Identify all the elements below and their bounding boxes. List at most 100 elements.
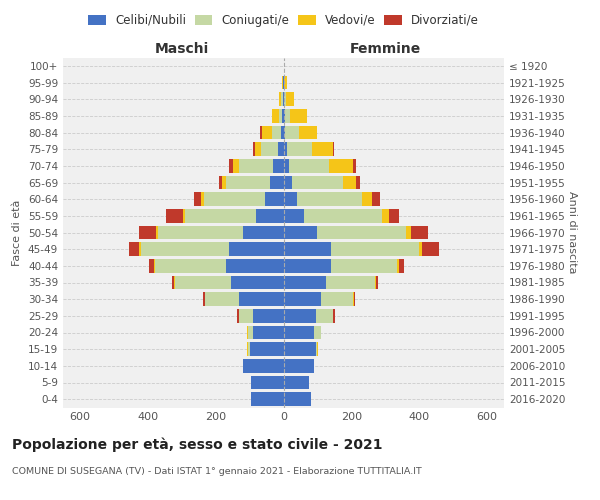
- Bar: [154, 259, 155, 272]
- Bar: [278, 142, 284, 156]
- Bar: [284, 176, 292, 190]
- Bar: [226, 259, 284, 272]
- Bar: [317, 226, 406, 239]
- Bar: [141, 242, 229, 256]
- Bar: [248, 326, 253, 340]
- Bar: [247, 342, 248, 356]
- Bar: [316, 342, 317, 356]
- Bar: [326, 276, 375, 289]
- Bar: [316, 309, 332, 322]
- Bar: [284, 392, 311, 406]
- Bar: [285, 126, 299, 140]
- Bar: [399, 259, 404, 272]
- Bar: [270, 176, 284, 190]
- Bar: [251, 392, 284, 406]
- Bar: [229, 242, 284, 256]
- Bar: [274, 159, 284, 172]
- Bar: [284, 276, 326, 289]
- Bar: [375, 276, 376, 289]
- Bar: [284, 109, 285, 122]
- Legend: Celibi/Nubili, Coniugati/e, Vedovi/e, Divorziati/e: Celibi/Nubili, Coniugati/e, Vedovi/e, Di…: [83, 9, 484, 32]
- Bar: [362, 192, 372, 206]
- Bar: [282, 109, 284, 122]
- Bar: [201, 192, 204, 206]
- Bar: [397, 259, 399, 272]
- Bar: [253, 142, 254, 156]
- Bar: [129, 242, 139, 256]
- Bar: [203, 292, 205, 306]
- Bar: [260, 126, 262, 140]
- Bar: [233, 159, 239, 172]
- Bar: [321, 326, 322, 340]
- Bar: [331, 242, 419, 256]
- Bar: [174, 276, 175, 289]
- Bar: [239, 309, 253, 322]
- Bar: [331, 259, 397, 272]
- Y-axis label: Anni di nascita: Anni di nascita: [567, 191, 577, 274]
- Bar: [205, 292, 239, 306]
- Bar: [285, 109, 290, 122]
- Bar: [251, 376, 284, 390]
- Bar: [253, 326, 284, 340]
- Bar: [372, 192, 380, 206]
- Bar: [253, 309, 284, 322]
- Bar: [281, 126, 284, 140]
- Bar: [286, 92, 295, 106]
- Bar: [422, 242, 439, 256]
- Bar: [256, 209, 284, 222]
- Bar: [287, 142, 313, 156]
- Bar: [284, 242, 331, 256]
- Bar: [343, 176, 356, 190]
- Bar: [332, 142, 334, 156]
- Bar: [226, 176, 270, 190]
- Bar: [284, 76, 287, 90]
- Bar: [284, 209, 304, 222]
- Bar: [155, 259, 226, 272]
- Bar: [329, 159, 353, 172]
- Bar: [299, 126, 317, 140]
- Bar: [334, 309, 335, 322]
- Bar: [314, 326, 321, 340]
- Bar: [321, 292, 353, 306]
- Bar: [254, 142, 262, 156]
- Bar: [284, 259, 331, 272]
- Bar: [284, 326, 314, 340]
- Bar: [283, 92, 284, 106]
- Bar: [382, 209, 389, 222]
- Bar: [279, 109, 282, 122]
- Bar: [156, 226, 158, 239]
- Bar: [158, 226, 243, 239]
- Text: Femmine: Femmine: [350, 42, 421, 56]
- Bar: [184, 209, 185, 222]
- Bar: [284, 126, 285, 140]
- Text: COMUNE DI SUSEGANA (TV) - Dati ISTAT 1° gennaio 2021 - Elaborazione TUTTITALIA.I: COMUNE DI SUSEGANA (TV) - Dati ISTAT 1° …: [12, 468, 422, 476]
- Bar: [284, 92, 286, 106]
- Bar: [317, 342, 318, 356]
- Bar: [262, 142, 278, 156]
- Bar: [185, 209, 256, 222]
- Bar: [289, 159, 329, 172]
- Bar: [239, 292, 284, 306]
- Bar: [272, 126, 281, 140]
- Bar: [149, 259, 154, 272]
- Bar: [243, 359, 284, 372]
- Bar: [172, 276, 174, 289]
- Bar: [175, 276, 231, 289]
- Bar: [272, 109, 279, 122]
- Bar: [376, 276, 379, 289]
- Bar: [419, 242, 422, 256]
- Bar: [284, 359, 314, 372]
- Bar: [406, 226, 411, 239]
- Bar: [262, 126, 272, 140]
- Bar: [354, 292, 355, 306]
- Bar: [411, 226, 428, 239]
- Bar: [237, 309, 239, 322]
- Bar: [290, 109, 307, 122]
- Bar: [284, 342, 316, 356]
- Bar: [231, 276, 284, 289]
- Bar: [239, 159, 274, 172]
- Bar: [313, 142, 332, 156]
- Bar: [243, 226, 284, 239]
- Bar: [248, 342, 250, 356]
- Bar: [279, 92, 281, 106]
